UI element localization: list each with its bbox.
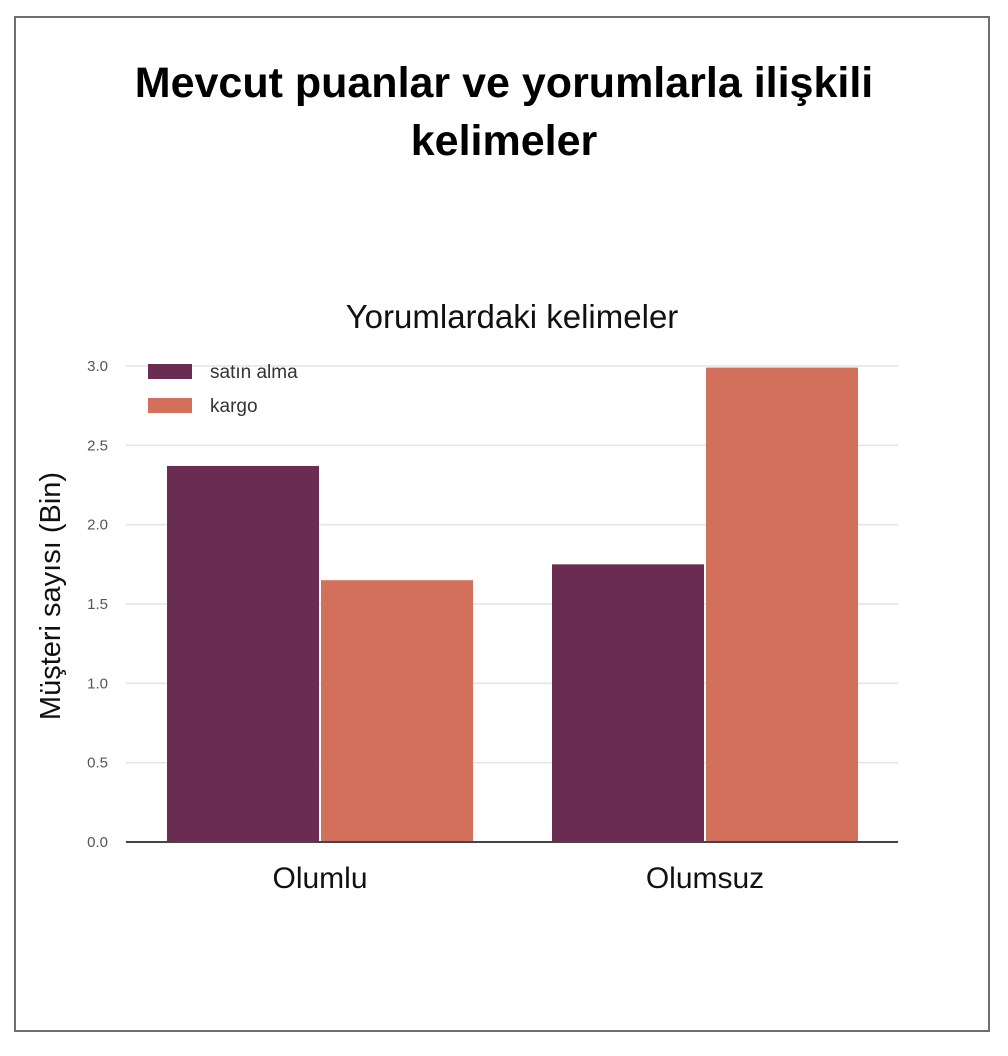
bar-kargo-olumsuz [706,367,858,842]
bar-satin-alma-olumsuz [552,564,704,842]
legend-swatch [148,398,192,413]
bar-kargo-olumlu [321,580,473,842]
page-title: Mevcut puanlar ve yorumlarla ilişkili ke… [0,54,1008,170]
x-category-label: Olumsuz [646,862,764,895]
y-tick-label: 0.0 [87,834,108,851]
y-tick-label: 1.5 [87,596,108,613]
y-tick-label: 0.5 [87,755,108,772]
y-tick-label: 1.0 [87,675,108,692]
bars [167,367,858,842]
legend-label: satın alma [210,362,298,383]
x-axis-categories: Olumlu Olumsuz [272,862,764,895]
y-tick-label: 3.0 [87,358,108,375]
y-tick-label: 2.0 [87,517,108,534]
legend-label: kargo [210,396,258,417]
page-title-line-2: kelimeler [410,117,598,165]
legend: satın alma kargo [148,362,298,417]
x-category-label: Olumlu [272,862,367,895]
y-tick-label: 2.5 [87,437,108,454]
page-title-line-1: Mevcut puanlar ve yorumlarla ilişkili [134,59,874,107]
bar-satin-alma-olumlu [167,465,319,842]
legend-swatch [148,364,192,379]
y-axis-label: Müşteri sayısı (Bin) [35,472,67,720]
chart-title: Yorumlardaki kelimeler [346,298,679,335]
y-axis-ticks: 0.0 0.5 1.0 1.5 2.0 2.5 3.0 [87,358,108,851]
